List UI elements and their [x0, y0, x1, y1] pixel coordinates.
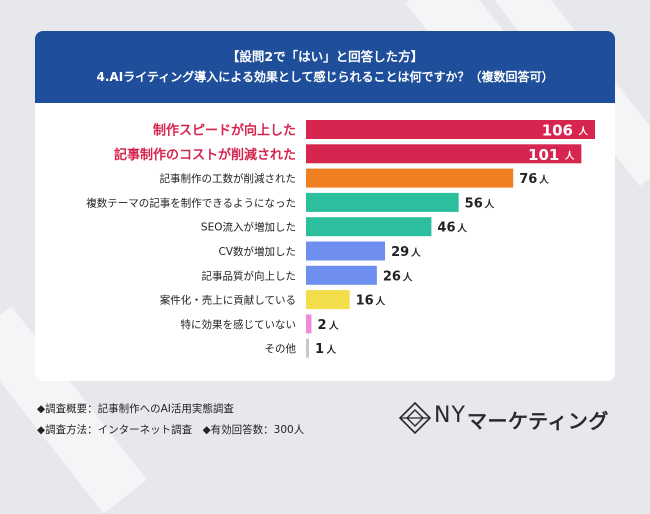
chart-card: 【設問2で「はい」と回答した方】 4.AIライティング導入による効果として感じら… — [35, 31, 615, 381]
category-label-7: 案件化・売上に貢献している — [160, 294, 296, 307]
value-label-9: 1 — [315, 342, 324, 357]
logo-text: マーケティング — [467, 409, 609, 433]
bar-3 — [306, 192, 459, 212]
question-title: 4.AIライティング導入による効果として感じられることは何ですか？（複数回答可） — [96, 70, 554, 84]
unit-label-2: 人 — [539, 174, 549, 186]
category-label-5: CV数が増加した — [218, 245, 296, 258]
category-label-6: 記事品質が向上した — [202, 269, 297, 282]
unit-label-3: 人 — [485, 198, 495, 210]
value-label-0: 106 — [542, 122, 573, 140]
value-label-8: 2 — [317, 318, 326, 333]
logo-mark-icon — [398, 401, 432, 435]
value-label-7: 16 — [356, 294, 374, 309]
question-condition: 【設問2で「はい」と回答した方】 — [226, 49, 424, 64]
unit-label-4: 人 — [457, 223, 467, 235]
survey-method: ◆調査方法：インターネット調査 ◆有効回答数：300人 — [37, 424, 305, 436]
unit-label-0: 人 — [578, 126, 588, 138]
logo-mark-text: NY — [434, 403, 466, 428]
category-label-9: その他 — [265, 342, 297, 355]
bar-7 — [306, 290, 350, 310]
category-label-8: 特に効果を感じていない — [181, 318, 297, 331]
unit-label-8: 人 — [329, 320, 339, 332]
bar-8 — [306, 314, 312, 334]
bar-4 — [306, 217, 432, 237]
company-logo: NY マーケティング — [398, 398, 613, 438]
bar-9 — [306, 338, 309, 358]
category-label-1: 記事制作のコストが削減された — [114, 147, 296, 163]
category-label-3: 複数テーマの記事を制作できるようになった — [86, 196, 296, 209]
bar-5 — [306, 241, 386, 261]
value-label-1: 101 — [528, 146, 559, 164]
unit-label-5: 人 — [411, 247, 421, 259]
bar-1 — [306, 144, 582, 164]
question-banner: 【設問2で「はい」と回答した方】 4.AIライティング導入による効果として感じら… — [35, 31, 615, 103]
bar-0 — [306, 120, 595, 139]
value-label-2: 76 — [519, 172, 537, 187]
survey-overview: ◆調査概要：記事制作へのAI活用実態調査 — [37, 403, 234, 415]
category-label-4: SEO流入が増加した — [201, 221, 296, 234]
unit-label-1: 人 — [565, 150, 575, 162]
unit-label-9: 人 — [327, 344, 337, 356]
bar-6 — [306, 265, 377, 285]
value-label-4: 46 — [437, 221, 455, 236]
category-label-0: 制作スピードが向上した — [153, 123, 296, 139]
bar-2 — [306, 168, 514, 188]
unit-label-7: 人 — [376, 296, 386, 308]
value-label-5: 29 — [391, 245, 409, 260]
value-label-3: 56 — [465, 196, 483, 211]
unit-label-6: 人 — [403, 271, 413, 283]
value-label-6: 26 — [383, 269, 401, 284]
category-label-2: 記事制作の工数が削減された — [160, 172, 297, 185]
